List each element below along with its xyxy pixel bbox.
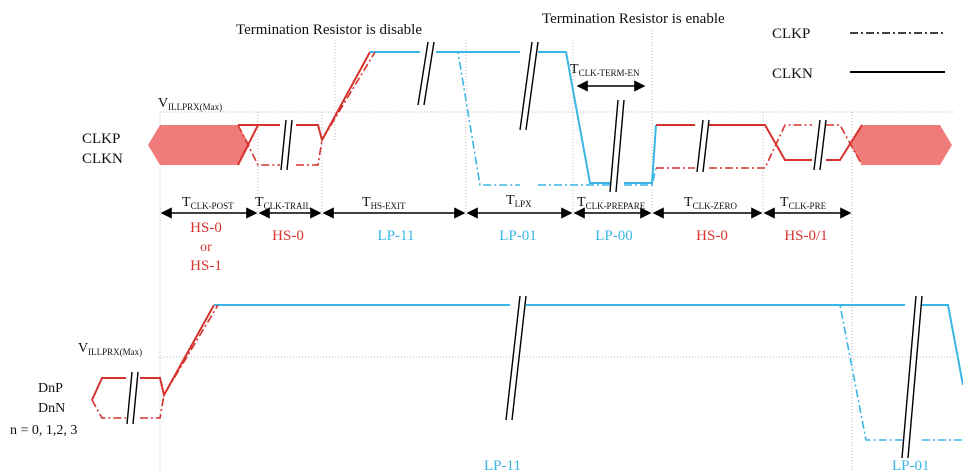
- clock-label-p: CLKP: [82, 131, 120, 147]
- clock-label-n: CLKN: [82, 151, 123, 167]
- state-clk-pre: HS-0/1: [784, 228, 827, 244]
- state-clk-trail: HS-0: [272, 228, 304, 244]
- interval-label-clk-pre: TCLK-PRE: [780, 195, 827, 211]
- interval-arrows: [160, 80, 852, 219]
- interval-label-clk-post: TCLK-POST: [182, 195, 234, 211]
- clock-hs-fill: [148, 125, 952, 165]
- data-label-p: DnP: [38, 381, 63, 396]
- interval-label-clk-prepare: TCLK-PREPARE: [577, 195, 646, 211]
- legend-clkn-label: CLKN: [772, 66, 813, 82]
- state-labels: HS-0 or HS-1 HS-0 LP-11 LP-01 LP-00 HS-0…: [190, 220, 828, 274]
- data-vthr-label: VILLPRX(Max): [78, 341, 142, 357]
- title-term-enable: Termination Resistor is enable: [542, 11, 725, 27]
- clkp-waveform: [237, 51, 863, 186]
- data-lane-waveform: [91, 304, 963, 441]
- break-marks-data: [126, 295, 923, 459]
- state-clk-post-2: or: [200, 240, 212, 255]
- clock-vthr-label: VILLPRX(Max): [158, 96, 222, 112]
- interval-label-clk-zero: TCLK-ZERO: [684, 195, 738, 211]
- data-label-n: DnN: [38, 401, 65, 416]
- term-en-label: TCLK-TERM-EN: [570, 62, 640, 78]
- clkn-waveform: [237, 51, 863, 184]
- state-lpx: LP-01: [499, 228, 537, 244]
- data-state-lp01: LP-01: [892, 458, 930, 474]
- state-clk-prepare: LP-00: [595, 228, 633, 244]
- interval-label-lpx: TLPX: [506, 193, 532, 209]
- state-clk-zero: HS-0: [696, 228, 728, 244]
- legend-clkp-label: CLKP: [772, 26, 810, 42]
- state-clk-post-1: HS-0: [190, 220, 222, 236]
- guide-lines: [158, 30, 955, 470]
- data-state-lp11: LP-11: [484, 458, 521, 474]
- interval-labels: TCLK-POST TCLK-TRAIL THS-EXIT TLPX TCLK-…: [182, 193, 827, 211]
- break-marks-clock: [280, 41, 827, 193]
- data-label-index: n = 0, 1,2, 3: [10, 423, 77, 438]
- interval-label-clk-trail: TCLK-TRAIL: [255, 195, 311, 211]
- state-hs-exit: LP-11: [378, 228, 415, 244]
- title-term-disable: Termination Resistor is disable: [236, 22, 422, 38]
- interval-label-hs-exit: THS-EXIT: [362, 195, 406, 211]
- state-clk-post-3: HS-1: [190, 258, 222, 274]
